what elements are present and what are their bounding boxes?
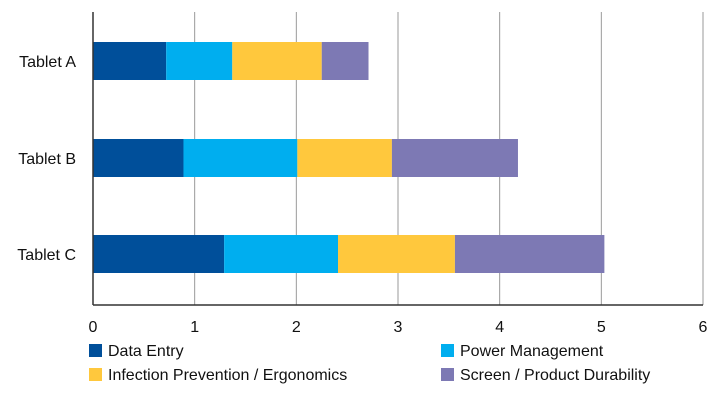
legend-label: Data Entry xyxy=(108,343,184,360)
bar-segment xyxy=(454,235,605,273)
bar-segment xyxy=(297,139,392,177)
bar-segment xyxy=(224,235,339,273)
legend-label: Power Management xyxy=(460,343,604,360)
bar-segment xyxy=(321,42,369,80)
bar-segment xyxy=(232,42,322,80)
x-tick-label: 1 xyxy=(190,319,199,336)
bar-segment xyxy=(166,42,233,80)
bar-segment xyxy=(93,42,167,80)
bar-segment xyxy=(93,139,184,177)
legend-label: Screen / Product Durability xyxy=(460,367,650,384)
bar-segment xyxy=(93,235,225,273)
legend-swatch xyxy=(89,368,102,381)
legend-swatch xyxy=(89,344,102,357)
bar-segment xyxy=(338,235,455,273)
x-tick-label: 0 xyxy=(89,319,98,336)
x-tick-label: 4 xyxy=(495,319,504,336)
bar-segment xyxy=(391,139,518,177)
x-tick-label: 6 xyxy=(699,319,708,336)
bar-segment xyxy=(183,139,298,177)
y-tick-label: Tablet A xyxy=(19,54,76,71)
x-tick-label: 3 xyxy=(394,319,403,336)
y-tick-label: Tablet B xyxy=(18,151,76,168)
x-tick-label: 5 xyxy=(597,319,606,336)
y-tick-label: Tablet C xyxy=(17,247,76,264)
legend-swatch xyxy=(441,344,454,357)
legend-swatch xyxy=(441,368,454,381)
x-tick-label: 2 xyxy=(292,319,301,336)
legend-label: Infection Prevention / Ergonomics xyxy=(108,367,347,384)
